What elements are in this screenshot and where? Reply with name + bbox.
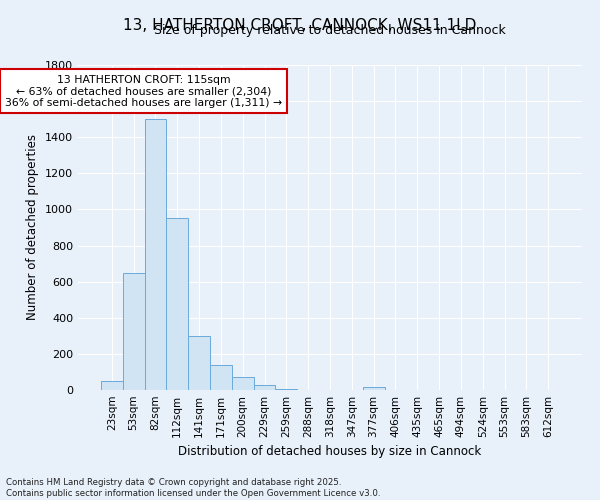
- Bar: [101, 381, 123, 390]
- Bar: [254, 386, 275, 390]
- Bar: [188, 336, 210, 390]
- Title: Size of property relative to detached houses in Cannock: Size of property relative to detached ho…: [154, 24, 506, 38]
- Bar: [363, 388, 385, 390]
- X-axis label: Distribution of detached houses by size in Cannock: Distribution of detached houses by size …: [178, 446, 482, 458]
- Y-axis label: Number of detached properties: Number of detached properties: [26, 134, 40, 320]
- Bar: [232, 378, 254, 390]
- Bar: [145, 119, 166, 390]
- Bar: [123, 272, 145, 390]
- Bar: [210, 364, 232, 390]
- Bar: [275, 389, 297, 390]
- Text: 13, HATHERTON CROFT, CANNOCK, WS11 1LD: 13, HATHERTON CROFT, CANNOCK, WS11 1LD: [124, 18, 476, 32]
- Text: Contains HM Land Registry data © Crown copyright and database right 2025.
Contai: Contains HM Land Registry data © Crown c…: [6, 478, 380, 498]
- Text: 13 HATHERTON CROFT: 115sqm
← 63% of detached houses are smaller (2,304)
36% of s: 13 HATHERTON CROFT: 115sqm ← 63% of deta…: [5, 74, 282, 108]
- Bar: [166, 218, 188, 390]
